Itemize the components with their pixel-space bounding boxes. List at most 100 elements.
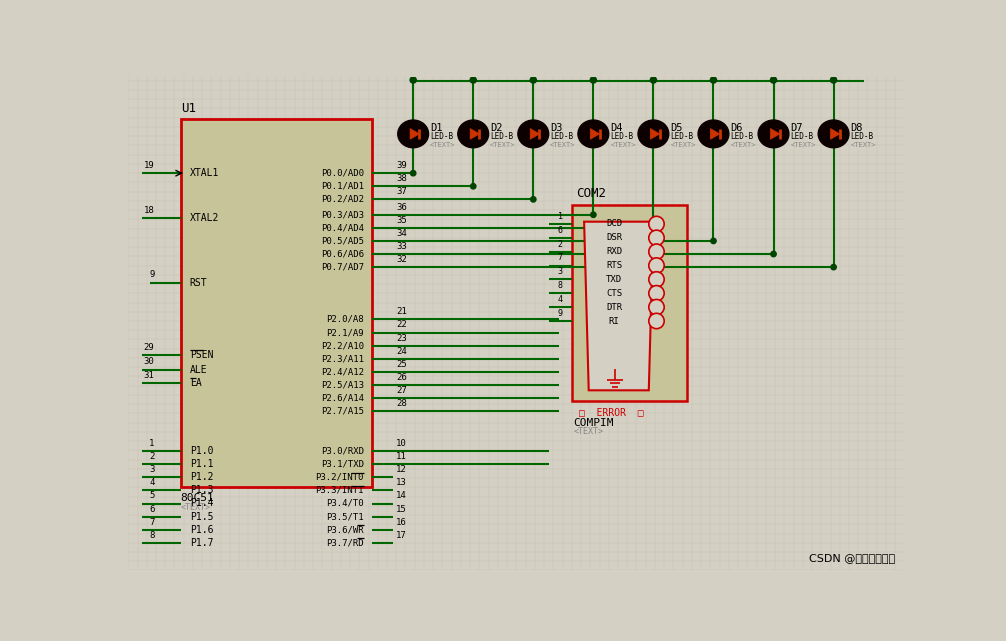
Circle shape (771, 77, 777, 83)
Text: 80C51: 80C51 (181, 493, 214, 503)
Text: 17: 17 (396, 531, 407, 540)
Text: RST: RST (190, 278, 207, 288)
Bar (181, 119, 371, 487)
Text: D2: D2 (490, 122, 503, 133)
Polygon shape (650, 128, 660, 139)
Text: 35: 35 (396, 216, 407, 225)
Text: P3.7/RD: P3.7/RD (326, 538, 364, 547)
Text: COMPIM: COMPIM (573, 418, 614, 428)
Text: CSDN @阿杰学习笔记: CSDN @阿杰学习笔记 (809, 553, 895, 563)
Text: P3.5/T1: P3.5/T1 (326, 512, 364, 521)
Text: XTAL2: XTAL2 (190, 213, 219, 223)
Text: 8: 8 (557, 281, 562, 290)
Text: P2.2/A10: P2.2/A10 (321, 341, 364, 350)
Text: DTR: DTR (606, 303, 622, 312)
Text: 3: 3 (149, 465, 155, 474)
Text: 1: 1 (557, 212, 562, 221)
Text: P1.4: P1.4 (190, 499, 213, 508)
Circle shape (771, 251, 777, 256)
Polygon shape (584, 222, 654, 390)
Text: LED-B: LED-B (490, 131, 513, 141)
Ellipse shape (638, 120, 669, 148)
Text: 39: 39 (396, 161, 407, 170)
Text: 6: 6 (149, 504, 155, 513)
Text: 27: 27 (396, 386, 407, 395)
Text: P3.1/TXD: P3.1/TXD (321, 460, 364, 469)
Text: 3: 3 (557, 267, 562, 276)
Text: P2.7/A15: P2.7/A15 (321, 406, 364, 415)
Ellipse shape (397, 120, 429, 148)
Text: D6: D6 (730, 122, 742, 133)
Text: 16: 16 (396, 517, 407, 527)
Text: TXD: TXD (606, 275, 622, 284)
Polygon shape (831, 128, 840, 139)
Text: 2: 2 (557, 240, 562, 249)
Circle shape (471, 183, 476, 189)
Text: <TEXT>: <TEXT> (550, 142, 575, 147)
Polygon shape (710, 128, 719, 139)
Polygon shape (530, 128, 539, 139)
Text: P2.5/A13: P2.5/A13 (321, 380, 364, 390)
Polygon shape (470, 128, 480, 139)
Text: 4: 4 (557, 295, 562, 304)
Text: <TEXT>: <TEXT> (730, 142, 756, 147)
Text: 1: 1 (149, 439, 155, 448)
Text: 2: 2 (149, 452, 155, 461)
Bar (571, 204, 687, 401)
Text: P1.5: P1.5 (190, 512, 213, 522)
Text: P0.5/AD5: P0.5/AD5 (321, 237, 364, 246)
Circle shape (649, 258, 664, 273)
Text: 9: 9 (557, 309, 562, 318)
Text: 33: 33 (396, 242, 407, 251)
Text: <TEXT>: <TEXT> (670, 142, 696, 147)
Text: 12: 12 (396, 465, 407, 474)
Text: 22: 22 (396, 320, 407, 329)
Polygon shape (591, 128, 600, 139)
Text: 15: 15 (396, 504, 407, 513)
Text: D4: D4 (611, 122, 623, 133)
Text: 38: 38 (396, 174, 407, 183)
Text: 14: 14 (396, 492, 407, 501)
Circle shape (410, 171, 415, 176)
Circle shape (710, 77, 716, 83)
Text: P2.0/A8: P2.0/A8 (326, 315, 364, 324)
Circle shape (530, 77, 536, 83)
Text: 7: 7 (557, 253, 562, 263)
Polygon shape (771, 128, 780, 139)
Text: <TEXT>: <TEXT> (181, 503, 210, 512)
Text: 26: 26 (396, 373, 407, 382)
Text: <TEXT>: <TEXT> (490, 142, 516, 147)
Text: LED-B: LED-B (550, 131, 573, 141)
Ellipse shape (577, 120, 609, 148)
Circle shape (649, 313, 664, 329)
Ellipse shape (458, 120, 489, 148)
Text: <TEXT>: <TEXT> (573, 428, 604, 437)
Text: P1.3: P1.3 (190, 485, 213, 495)
Ellipse shape (759, 120, 789, 148)
Text: <TEXT>: <TEXT> (850, 142, 876, 147)
Text: P3.6/WR: P3.6/WR (326, 525, 364, 534)
Text: D3: D3 (550, 122, 562, 133)
Text: P0.6/AD6: P0.6/AD6 (321, 249, 364, 258)
Circle shape (831, 77, 837, 83)
Circle shape (470, 77, 476, 83)
Text: P1.2: P1.2 (190, 472, 213, 482)
Text: 29: 29 (144, 343, 155, 352)
Text: <TEXT>: <TEXT> (791, 142, 816, 147)
Text: <TEXT>: <TEXT> (611, 142, 636, 147)
Text: D1: D1 (431, 122, 443, 133)
Text: 9: 9 (149, 271, 155, 279)
Text: 25: 25 (396, 360, 407, 369)
Text: 18: 18 (144, 206, 155, 215)
Text: P3.2/INT0: P3.2/INT0 (316, 473, 364, 482)
Text: 30: 30 (144, 358, 155, 367)
Text: 11: 11 (396, 452, 407, 461)
Circle shape (831, 265, 836, 270)
Text: P2.1/A9: P2.1/A9 (326, 328, 364, 337)
Text: RXD: RXD (606, 247, 622, 256)
Text: P3.4/T0: P3.4/T0 (326, 499, 364, 508)
Text: P0.0/AD0: P0.0/AD0 (321, 169, 364, 178)
Circle shape (410, 77, 416, 83)
Text: ALE: ALE (190, 365, 207, 374)
Circle shape (649, 299, 664, 315)
